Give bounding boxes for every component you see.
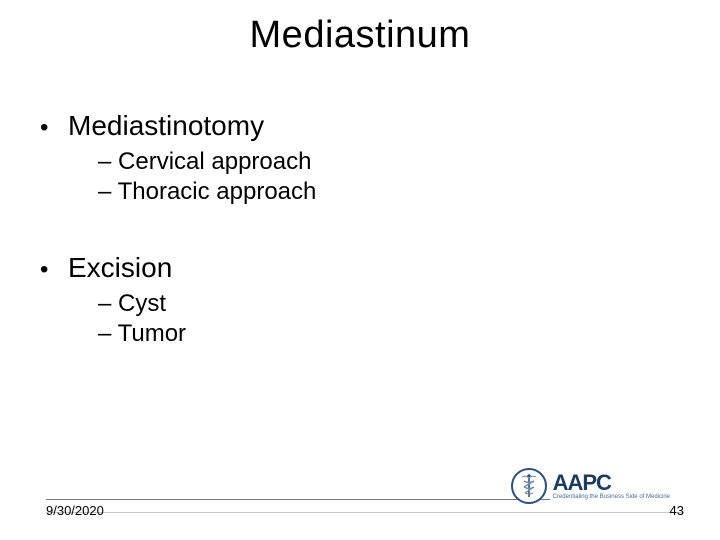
footer-divider-lower — [46, 512, 684, 513]
slide: Mediastinum • Mediastinotomy – Cervical … — [0, 0, 720, 540]
footer-page-number: 43 — [670, 503, 684, 518]
logo-tagline: Credentialing the Business Side of Medic… — [553, 494, 670, 500]
footer-date: 9/30/2020 — [46, 503, 104, 518]
level1-heading: Mediastinotomy — [68, 110, 264, 142]
spacer — [40, 208, 680, 252]
slide-content: • Mediastinotomy – Cervical approach – T… — [40, 110, 680, 350]
level1-heading: Excision — [68, 252, 172, 284]
bullet-dot-icon: • — [40, 256, 68, 284]
level2-item: Cervical approach — [118, 148, 311, 175]
dash-icon: – — [98, 148, 118, 175]
level2-item: Thoracic approach — [118, 178, 317, 205]
dash-icon: – — [98, 178, 118, 205]
logo-text: AAPC — [553, 472, 670, 494]
logo-text-block: AAPC Credentialing the Business Side of … — [553, 472, 670, 500]
bullet-level2: – Tumor — [98, 320, 680, 348]
slide-title: Mediastinum — [0, 14, 720, 57]
bullet-level1: • Excision — [40, 252, 680, 284]
bullet-level2: – Cyst — [98, 290, 680, 318]
bullet-level2: – Thoracic approach — [98, 178, 680, 206]
level2-item: Cyst — [118, 290, 166, 317]
bullet-dot-icon: • — [40, 114, 68, 142]
bullet-level1: • Mediastinotomy — [40, 110, 680, 142]
footer-divider — [46, 499, 550, 500]
bullet-level2: – Cervical approach — [98, 148, 680, 176]
level2-item: Tumor — [118, 320, 186, 347]
aapc-logo: AAPC Credentialing the Business Side of … — [511, 468, 670, 504]
caduceus-icon — [511, 468, 547, 504]
dash-icon: – — [98, 320, 118, 347]
dash-icon: – — [98, 290, 118, 317]
